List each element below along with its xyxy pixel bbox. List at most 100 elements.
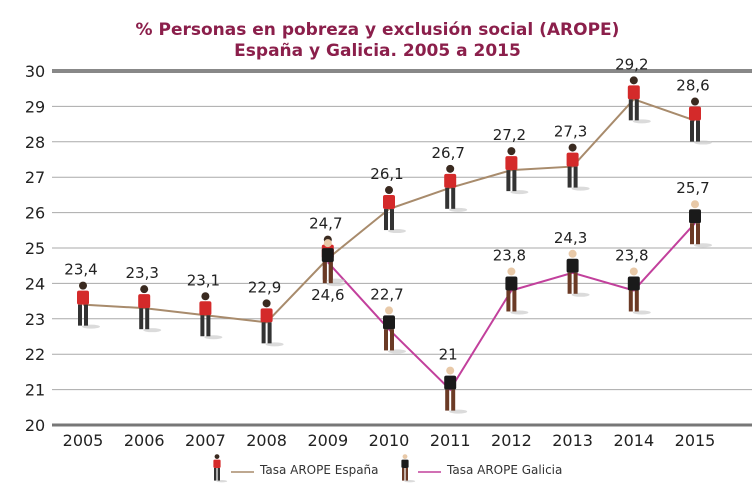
chart-subtitle: España y Galicia. 2005 a 2015 (234, 41, 521, 61)
leg (402, 468, 405, 481)
head (214, 454, 220, 459)
shirt (260, 308, 273, 323)
shadow (216, 480, 228, 483)
head (629, 76, 638, 85)
espana-person-marker (260, 299, 284, 347)
head (691, 97, 699, 106)
shirt (505, 156, 518, 171)
shirt (444, 173, 457, 188)
espana-person-marker (383, 186, 406, 234)
leg (451, 389, 456, 411)
shirt (213, 459, 221, 468)
shirt (689, 209, 701, 224)
espana-person-marker (689, 97, 712, 145)
leg (696, 120, 700, 142)
leg (261, 322, 266, 344)
head (385, 306, 393, 315)
head (140, 285, 149, 294)
galicia-person-marker (383, 306, 406, 354)
shirt (566, 152, 579, 167)
x-tick-label: 2012 (491, 431, 532, 450)
leg (328, 262, 333, 284)
chart-title: % Personas en pobreza y exclusión social… (135, 20, 620, 40)
data-label: 24,6 (311, 286, 344, 304)
galicia-person-marker (566, 249, 590, 297)
head (446, 164, 455, 173)
leg (628, 99, 633, 121)
espana-person-marker (505, 147, 529, 195)
x-tick-label: 2015 (675, 431, 716, 450)
shirt (566, 258, 579, 273)
data-label: 22,7 (370, 285, 403, 303)
shirt (505, 276, 518, 291)
head (446, 366, 455, 375)
y-tick-label: 23 (25, 310, 45, 329)
shirt (627, 276, 640, 291)
data-label: 29,2 (615, 55, 648, 73)
galicia-person-marker (321, 239, 345, 287)
leg (634, 290, 639, 312)
head (323, 239, 332, 248)
leg (445, 389, 450, 411)
x-tick-label: 2014 (613, 431, 654, 450)
data-label: 23,1 (187, 271, 220, 289)
legend-icon-espana (213, 454, 228, 483)
leg (567, 272, 572, 294)
head (262, 299, 271, 308)
leg (405, 468, 408, 481)
data-label: 23,3 (125, 264, 158, 282)
shirt (199, 301, 212, 316)
leg (214, 468, 217, 481)
shirt (401, 459, 409, 468)
y-tick-label: 21 (25, 381, 45, 400)
legend-label-galicia: Tasa AROPE Galicia (447, 463, 563, 477)
leg (200, 315, 205, 337)
y-tick-label: 30 (25, 62, 45, 81)
data-label: 23,8 (493, 246, 526, 264)
head (507, 147, 516, 156)
y-tick-label: 26 (25, 204, 45, 223)
data-label: 28,6 (676, 77, 709, 95)
espana-person-marker (627, 76, 651, 124)
shadow (404, 480, 416, 483)
x-tick-label: 2008 (246, 431, 287, 450)
legend-label-espana: Tasa AROPE España (260, 463, 379, 477)
data-label: 27,2 (493, 126, 526, 144)
shirt (627, 85, 640, 100)
y-tick-label: 22 (25, 345, 45, 364)
leg (567, 166, 572, 188)
galicia-person-marker (627, 267, 651, 315)
espana-person-marker (199, 292, 223, 340)
shirt (77, 290, 89, 305)
leg (634, 99, 639, 121)
head (79, 281, 87, 290)
x-tick-label: 2010 (369, 431, 410, 450)
leg (512, 170, 517, 192)
shirt (138, 294, 151, 309)
espana-person-marker (444, 164, 468, 212)
galicia-person-marker (505, 267, 529, 315)
leg (451, 187, 456, 209)
data-label: 23,8 (615, 246, 648, 264)
x-tick-label: 2005 (63, 431, 104, 450)
leg (322, 262, 327, 284)
head (568, 249, 577, 258)
x-tick-label: 2006 (124, 431, 165, 450)
data-label: 22,9 (248, 278, 281, 296)
head (691, 200, 699, 209)
leg (690, 120, 694, 142)
head (402, 454, 408, 459)
shirt (383, 315, 395, 330)
leg (690, 223, 694, 245)
leg (384, 329, 388, 351)
data-label: 24,3 (554, 229, 587, 247)
leg (390, 209, 394, 231)
espana-person-marker (138, 285, 162, 333)
leg (506, 290, 511, 312)
x-tick-label: 2007 (185, 431, 226, 450)
x-tick-label: 2011 (430, 431, 471, 450)
galicia-person-marker (689, 200, 712, 248)
data-label: 26,1 (370, 165, 403, 183)
leg (512, 290, 517, 312)
